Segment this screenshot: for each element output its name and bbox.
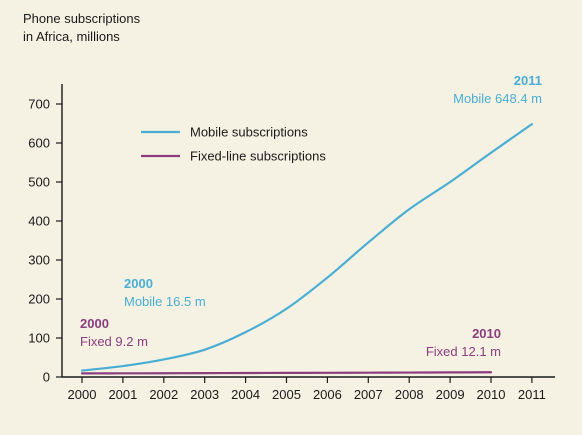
chart-legend: Mobile subscriptions Fixed-line subscript…	[141, 125, 326, 164]
annotation-value: Mobile 648.4 m	[453, 91, 542, 106]
chart-axes: 0 100 200 300 400 500 600 700 2000 2001 2002 2003 20…	[28, 84, 555, 402]
annotation-year: 2000	[80, 316, 109, 331]
y-tick-label: 100	[28, 331, 50, 346]
annotation-fixed-2000: 2000 Fixed 9.2 m	[80, 316, 148, 349]
mobile-subscriptions-line	[80, 123, 533, 372]
y-tick-label: 500	[28, 175, 50, 190]
legend-label: Fixed-line subscriptions	[190, 149, 326, 164]
chart-title: Phone subscriptions in Africa, millions	[23, 11, 141, 44]
chart-annotations: 2011 Mobile 648.4 m 2000 Mobile 16.5 m 2000 F…	[80, 73, 542, 359]
y-tick-label: 0	[43, 370, 50, 385]
x-tick-label: 2007	[354, 387, 383, 402]
annotation-year: 2000	[124, 276, 153, 291]
annotation-value: Fixed 9.2 m	[80, 334, 148, 349]
x-tick-label: 2008	[395, 387, 424, 402]
annotation-mobile-2000: 2000 Mobile 16.5 m	[124, 276, 206, 309]
chart-title-line: Phone subscriptions	[23, 11, 141, 26]
x-tick-label: 2001	[108, 387, 137, 402]
annotation-fixed-2010: 2010 Fixed 12.1 m	[426, 326, 501, 359]
annotation-value: Fixed 12.1 m	[426, 344, 501, 359]
x-tick-label: 2004	[231, 387, 260, 402]
annotation-value: Mobile 16.5 m	[124, 294, 206, 309]
annotation-year: 2011	[514, 73, 542, 88]
y-tick-label: 200	[28, 292, 50, 307]
chart-series	[80, 123, 533, 375]
x-tick-label: 2009	[436, 387, 465, 402]
y-tick-label: 600	[28, 136, 50, 151]
x-tick-label: 2011	[518, 387, 546, 402]
fixed-line-subscriptions-line	[80, 371, 493, 375]
y-tick-label: 400	[28, 214, 50, 229]
x-tick-label: 2005	[272, 387, 301, 402]
annotation-year: 2010	[472, 326, 501, 341]
legend-label: Mobile subscriptions	[190, 125, 308, 140]
annotation-mobile-2011: 2011 Mobile 648.4 m	[453, 73, 542, 106]
y-tick-label: 700	[28, 97, 50, 112]
x-tick-label: 2000	[68, 387, 97, 402]
x-tick-label: 2006	[313, 387, 342, 402]
x-tick-label: 2010	[477, 387, 506, 402]
x-tick-label: 2003	[190, 387, 219, 402]
y-tick-label: 300	[28, 253, 50, 268]
x-tick-label: 2002	[149, 387, 178, 402]
chart-title-line: in Africa, millions	[23, 29, 120, 44]
